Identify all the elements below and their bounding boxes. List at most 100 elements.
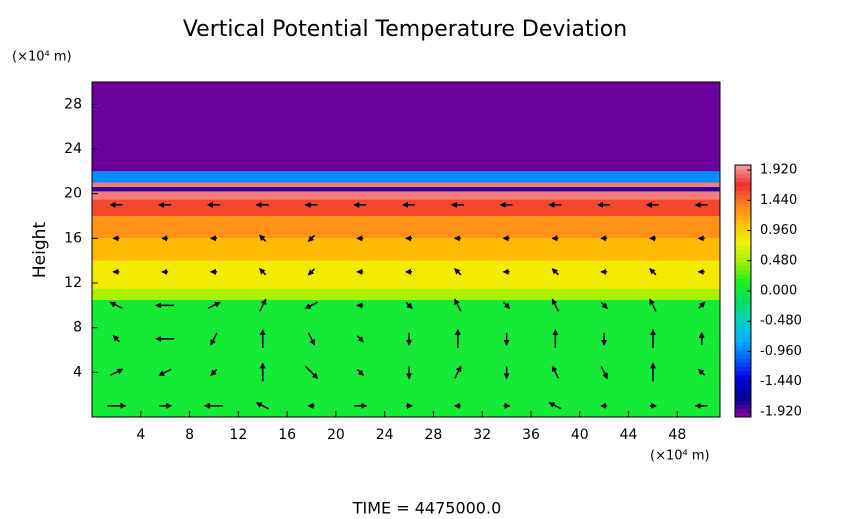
heat-cell — [92, 182, 720, 187]
wind-vector — [405, 301, 413, 310]
colorbar-step — [735, 366, 751, 372]
heat-cell — [92, 82, 720, 172]
wind-vector — [551, 365, 560, 379]
colorbar-step — [735, 278, 751, 284]
chart-title: Vertical Potential Temperature Deviation — [183, 17, 627, 42]
x-tick-label: 28 — [425, 427, 443, 443]
colorbar-tick-label: -0.960 — [760, 344, 802, 359]
plot-frame — [91, 81, 721, 418]
colorbar-step — [735, 219, 751, 225]
colorbar-step — [735, 177, 751, 183]
colorbar-step — [735, 391, 751, 397]
x-tick-label: 44 — [620, 427, 638, 443]
colorbar-step — [735, 337, 751, 342]
x-tick-label: 16 — [278, 427, 296, 443]
x-tick-label: 36 — [522, 427, 540, 443]
colorbar-tick-label: -0.480 — [760, 314, 802, 329]
colorbar-step — [735, 165, 751, 170]
colorbar-step — [735, 274, 751, 279]
wind-vector — [110, 368, 124, 377]
colorbar-step — [735, 286, 751, 292]
colorbar-step — [735, 303, 751, 309]
y-unit: (×10⁴ m) — [12, 50, 72, 65]
colorbar-step — [735, 295, 751, 300]
x-tick-label: 32 — [473, 427, 491, 443]
wind-vector — [307, 332, 316, 346]
colorbar-step — [735, 383, 751, 389]
colorbar-step — [735, 223, 751, 229]
heat-cell — [92, 191, 720, 200]
wind-vector — [259, 234, 267, 242]
colorbar-step — [735, 387, 751, 393]
wind-vector — [109, 301, 123, 310]
x-tick-label: 40 — [571, 427, 589, 443]
wind-vector — [304, 301, 318, 310]
wind-vector — [600, 365, 608, 380]
wind-vector — [649, 268, 657, 276]
wind-vector — [356, 335, 364, 343]
x-unit: (×10⁴ m) — [650, 449, 710, 464]
x-tick-label: 48 — [668, 427, 686, 443]
colorbar-step — [735, 362, 751, 368]
y-tick-label: 8 — [73, 320, 82, 336]
y-tick-label: 4 — [73, 364, 82, 380]
colorbar-step — [735, 341, 751, 347]
colorbar-tick-label: 0.480 — [760, 253, 797, 268]
colorbar-step — [735, 375, 751, 380]
colorbar-step — [735, 181, 751, 187]
footer: TIME = 4475000.0 — [352, 499, 502, 518]
colorbar-step — [735, 358, 751, 363]
colorbar-step — [735, 316, 751, 321]
wind-vector — [454, 268, 462, 276]
colorbar-tick-label: 1.920 — [760, 163, 797, 178]
wind-vector — [207, 301, 221, 310]
wind-vector — [356, 368, 364, 377]
wind-vector — [503, 301, 511, 310]
heat-cell — [92, 238, 720, 261]
y-axis-label: Height — [30, 222, 50, 279]
heat-cell — [92, 299, 720, 417]
x-tick-label: 12 — [229, 427, 247, 443]
wind-vector — [210, 332, 218, 346]
colorbar-step — [735, 324, 751, 330]
colorbar-step — [735, 291, 751, 296]
wind-vector — [698, 368, 706, 376]
wind-vector — [307, 268, 316, 276]
x-tick-label: 4 — [136, 427, 145, 443]
colorbar-tick-label: 0.960 — [760, 223, 797, 238]
colorbar-step — [735, 400, 751, 405]
colorbar-tick-label: -1.920 — [760, 404, 802, 419]
colorbar-step — [735, 236, 751, 242]
wind-vector — [255, 402, 270, 410]
wind-vector — [259, 298, 267, 312]
wind-vector — [112, 335, 120, 343]
colorbar-step — [735, 232, 751, 237]
colorbar-step — [735, 299, 751, 305]
colorbar-step — [735, 190, 751, 195]
y-tick-label: 24 — [64, 141, 82, 157]
colorbar-step — [735, 202, 751, 208]
colorbar-step — [735, 244, 751, 250]
y-tick-label: 20 — [64, 186, 82, 202]
wind-vector — [600, 301, 608, 310]
y-tick-label: 16 — [64, 230, 82, 246]
x-tick-label: 20 — [327, 427, 345, 443]
wind-vector — [454, 298, 462, 312]
wind-vector — [551, 298, 560, 312]
colorbar-step — [735, 207, 751, 212]
colorbar-step — [735, 320, 751, 326]
colorbar-step — [735, 261, 751, 267]
colorbar-step — [735, 370, 751, 376]
heat-cell — [92, 288, 720, 300]
colorbar-step — [735, 265, 751, 271]
wind-vector — [649, 298, 657, 312]
wind-vector — [548, 402, 562, 410]
colorbar-tick-label: 1.440 — [760, 193, 797, 208]
wind-vector — [454, 365, 462, 379]
colorbar-step — [735, 257, 751, 263]
colorbar-step — [735, 194, 751, 200]
colorbar-step — [735, 408, 751, 414]
colorbar-step — [735, 215, 751, 221]
colorbar-tick-label: -1.440 — [760, 374, 802, 389]
